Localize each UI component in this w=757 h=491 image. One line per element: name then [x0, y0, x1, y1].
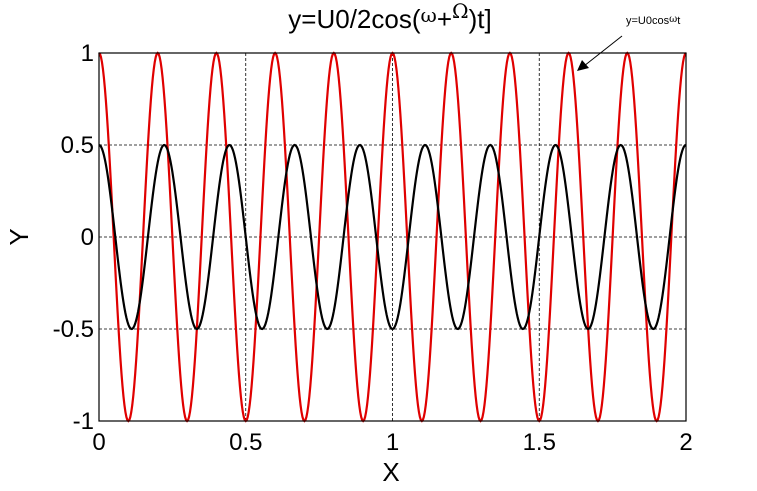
- annotation-text: y=U0cosωt: [626, 14, 680, 27]
- annotation-text-pre: y=U0cos: [626, 15, 670, 27]
- axes-frame: [98, 52, 687, 422]
- y-tick-label-4: -1: [73, 408, 94, 435]
- x-axis-label: X: [382, 457, 399, 487]
- series-annotation: y=U0cosωt: [577, 14, 680, 71]
- title-omega: ω: [421, 3, 437, 27]
- annotation-arrow-line: [583, 35, 623, 67]
- y-tick-label-0: 1: [81, 40, 94, 67]
- y-tick-label-2: 0: [81, 224, 94, 251]
- annotation-text-post: t: [677, 15, 680, 27]
- y-axis-label: Y: [4, 228, 34, 245]
- annotation-omega: ω: [669, 14, 677, 25]
- annotation-arrow-head: [577, 60, 589, 71]
- y-tick-label-1: 0.5: [61, 132, 94, 159]
- title-post: )t]: [469, 4, 492, 34]
- plot-area: 0 0.5 1 1.5 2 1 0.5 0 -0.5 -1: [53, 40, 693, 456]
- y-tick-label-3: -0.5: [53, 316, 94, 343]
- x-tick-label-1: 0.5: [229, 429, 262, 456]
- x-tick-label-4: 2: [679, 429, 692, 456]
- chart-title: y=U0/2cos(ω+Ω)t]: [288, 0, 491, 34]
- title-plus: +: [437, 4, 452, 34]
- x-tick-label-2: 1: [386, 429, 399, 456]
- series-line-1: [98, 143, 687, 331]
- title-pre: y=U0/2cos(: [288, 4, 421, 34]
- x-tick-label-0: 0: [92, 429, 105, 456]
- title-bigomega: Ω: [452, 0, 469, 23]
- x-tick-label-3: 1.5: [523, 429, 556, 456]
